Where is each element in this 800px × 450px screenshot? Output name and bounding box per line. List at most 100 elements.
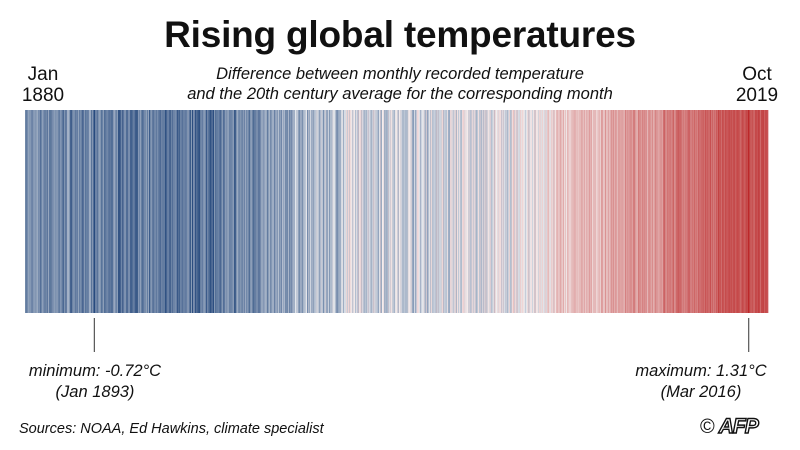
temperature-stripe (669, 110, 671, 313)
temperature-stripe (117, 110, 118, 313)
temperature-stripe (110, 110, 112, 313)
temperature-stripe (150, 110, 152, 313)
temperature-stripe (341, 110, 343, 313)
temperature-stripe (594, 110, 596, 313)
temperature-stripe (628, 110, 630, 313)
temperature-stripe (176, 110, 178, 313)
temperature-stripe (575, 110, 577, 313)
temperature-stripe (251, 110, 253, 313)
temperature-stripe (331, 110, 333, 313)
afp-logo: AFP (718, 415, 759, 438)
temperature-stripe (731, 110, 733, 313)
temperature-stripe (718, 110, 720, 313)
temperature-stripe (501, 110, 503, 313)
temperature-stripe (188, 110, 190, 313)
temperature-stripe (158, 110, 160, 313)
temperature-stripe (737, 110, 738, 313)
temperature-stripe (593, 110, 595, 313)
temperature-stripe (328, 110, 330, 313)
temperature-stripe (575, 110, 577, 313)
temperature-stripe (152, 110, 154, 313)
temperature-stripe (269, 110, 271, 313)
temperature-stripe (309, 110, 311, 313)
temperature-stripe (620, 110, 621, 313)
temperature-stripe (739, 110, 741, 313)
temperature-stripe (458, 110, 459, 313)
temperature-stripe (46, 110, 48, 313)
temperature-stripe (486, 110, 488, 313)
temperature-stripe (174, 110, 176, 313)
temperature-stripe (93, 110, 94, 313)
temperature-stripe (164, 110, 165, 313)
temperature-stripe (318, 110, 320, 313)
temperature-stripe (759, 110, 760, 313)
temperature-stripe (715, 110, 717, 313)
temperature-stripe (79, 110, 81, 313)
temperature-stripe (671, 110, 673, 313)
temperature-stripe (751, 110, 752, 313)
temperature-stripe (83, 110, 84, 313)
temperature-stripe (407, 110, 408, 313)
temperature-stripe (299, 110, 301, 313)
temperature-stripe (174, 110, 176, 313)
temperature-stripe (598, 110, 600, 313)
temperature-stripe (376, 110, 377, 313)
temperature-stripe (335, 110, 337, 313)
subtitle-line-2: and the 20th century average for the cor… (187, 85, 613, 103)
temperature-stripe (617, 110, 619, 313)
temperature-stripe (259, 110, 261, 313)
temperature-stripe (584, 110, 586, 313)
temperature-stripe (178, 110, 180, 313)
temperature-stripe (434, 110, 435, 313)
temperature-stripe (219, 110, 221, 313)
temperature-stripe (551, 110, 553, 313)
temperature-stripe (722, 110, 724, 313)
temperature-stripe (720, 110, 722, 313)
temperature-stripe (497, 110, 499, 313)
temperature-stripe (572, 110, 574, 313)
temperature-stripe (109, 110, 110, 313)
temperature-stripe (558, 110, 560, 313)
temperature-stripe (138, 110, 140, 313)
temperature-stripe (40, 110, 41, 313)
temperature-stripe (204, 110, 206, 313)
temperature-stripe (490, 110, 492, 313)
temperature-stripe (467, 110, 469, 313)
temperature-stripe (216, 110, 218, 313)
temperature-stripe (514, 110, 516, 313)
temperature-stripe (461, 110, 463, 313)
temperature-stripe (684, 110, 686, 313)
temperature-stripe (310, 110, 312, 313)
temperature-stripe (268, 110, 269, 313)
temperature-stripe (563, 110, 565, 313)
temperature-stripe (253, 110, 255, 313)
minimum-annotation: minimum: -0.72°C (Jan 1893) (0, 361, 190, 403)
temperature-stripe (25, 110, 27, 313)
temperature-stripe (270, 110, 272, 313)
temperature-stripe (664, 110, 666, 313)
temperature-stripe (64, 110, 66, 313)
temperature-stripe (345, 110, 347, 313)
temperature-stripe (401, 110, 403, 313)
temperature-stripe (285, 110, 287, 313)
temperature-stripe (227, 110, 229, 313)
temperature-stripe (522, 110, 524, 313)
temperature-stripe (498, 110, 500, 313)
temperature-stripe (549, 110, 551, 313)
temperature-stripe (89, 110, 90, 313)
temperature-stripe (521, 110, 523, 313)
temperature-stripe (130, 110, 132, 313)
temperature-stripe (581, 110, 583, 313)
temperature-stripe (116, 110, 118, 313)
temperature-stripe (194, 110, 195, 313)
temperature-stripe (622, 110, 624, 313)
temperature-stripe (280, 110, 281, 313)
temperature-stripe (276, 110, 278, 313)
temperature-stripe (679, 110, 681, 313)
temperature-stripe (535, 110, 537, 313)
temperature-stripe (735, 110, 737, 313)
temperature-stripe (315, 110, 317, 313)
temperature-stripe (64, 110, 66, 313)
temperature-stripe (210, 110, 212, 313)
temperature-stripe (443, 110, 445, 313)
